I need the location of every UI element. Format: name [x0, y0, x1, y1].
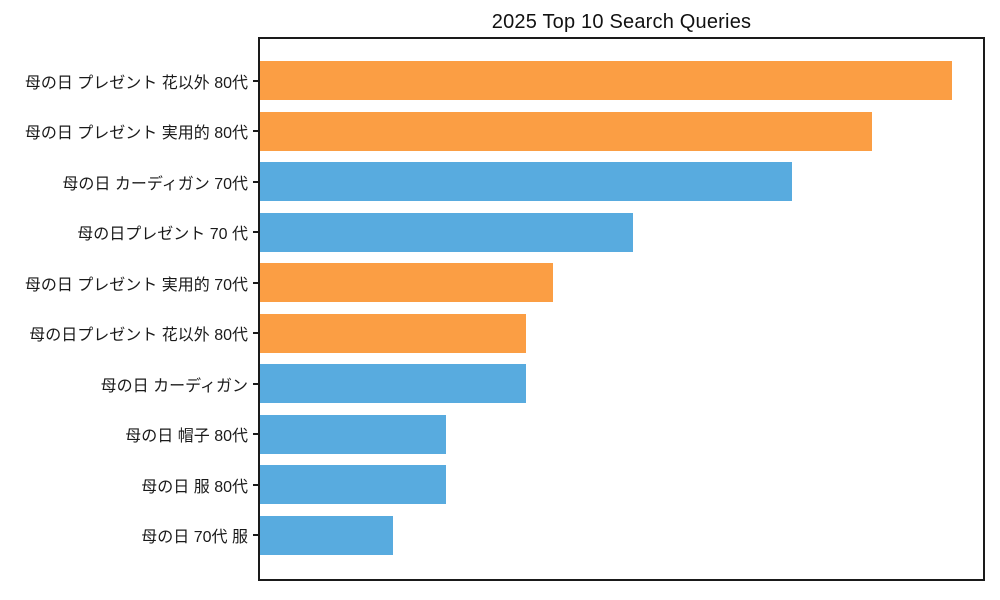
y-axis-label: 母の日 カーディガン — [100, 377, 248, 395]
y-axis-tick — [253, 281, 258, 284]
y-axis-label: 母の日 帽子 80代 — [125, 428, 248, 445]
y-axis-label: 母の日 プレゼント 実用的 70代 — [24, 276, 248, 294]
y-axis-tick — [253, 231, 258, 233]
bar — [260, 263, 553, 302]
y-axis-label: 母の日 70代 服 — [141, 529, 248, 546]
y-axis-label: 母の日プレゼント 花以外 80代 — [29, 327, 248, 344]
y-axis-tick — [253, 332, 258, 334]
y-axis-tick — [253, 433, 258, 435]
y-axis-label: 母の日 カーディガン 70代 — [62, 175, 248, 193]
y-axis-tick — [253, 483, 258, 486]
bar — [260, 111, 872, 151]
bar — [260, 515, 393, 555]
bar — [260, 313, 526, 353]
y-axis-tick — [253, 79, 258, 82]
bar — [260, 212, 633, 252]
y-axis-tick — [253, 382, 258, 385]
bar — [260, 364, 526, 403]
chart-title: 2025 Top 10 Search Queries — [491, 11, 752, 33]
bar — [260, 465, 446, 504]
y-axis-label: 母の日 プレゼント 実用的 80代 — [24, 125, 248, 142]
y-axis-labels: 母の日 プレゼント 花以外 80代 母の日 プレゼント 実用的 80代母の日 カー… — [0, 0, 248, 600]
bar — [260, 61, 952, 100]
plot-area — [253, 37, 985, 581]
y-axis-label: 母の日プレゼント 70 代 — [77, 226, 248, 243]
y-axis-tick — [253, 180, 258, 183]
bar — [260, 162, 792, 201]
y-axis-label: 母の日 服 80代 — [141, 478, 248, 496]
y-axis-label: 母の日 プレゼント 花以外 80代 — [24, 74, 248, 92]
y-axis-tick — [253, 534, 258, 536]
y-axis-tick — [253, 130, 258, 132]
bar — [260, 414, 446, 454]
